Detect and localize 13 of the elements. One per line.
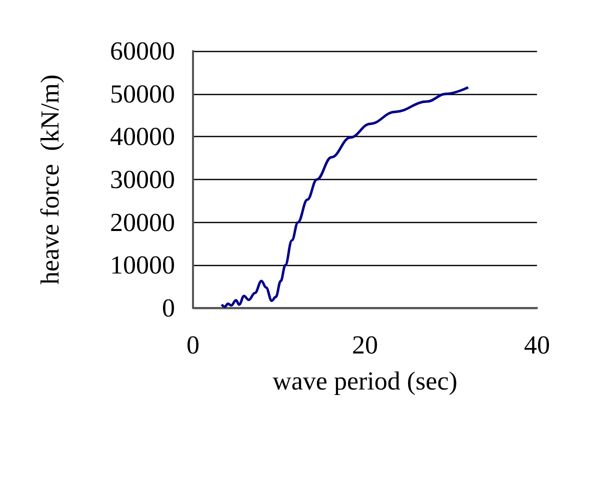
y-tick-label: 20000 (110, 208, 175, 237)
x-tick-label: 0 (186, 330, 200, 360)
y-tick-label: 50000 (110, 79, 175, 108)
y-tick-label: 30000 (110, 165, 175, 194)
x-axis-title: wave period (sec) (272, 366, 458, 396)
y-tick-label: 60000 (110, 36, 175, 66)
y-tick-label: 0 (162, 294, 175, 322)
line-series (220, 86, 470, 308)
x-tick-label: 40 (524, 330, 550, 360)
y-tick-label: 10000 (110, 250, 175, 280)
x-tick-label: 20 (352, 330, 378, 360)
y-tick-label: 40000 (110, 122, 175, 152)
y-axis-title: heave force (kN/m) (36, 74, 64, 285)
